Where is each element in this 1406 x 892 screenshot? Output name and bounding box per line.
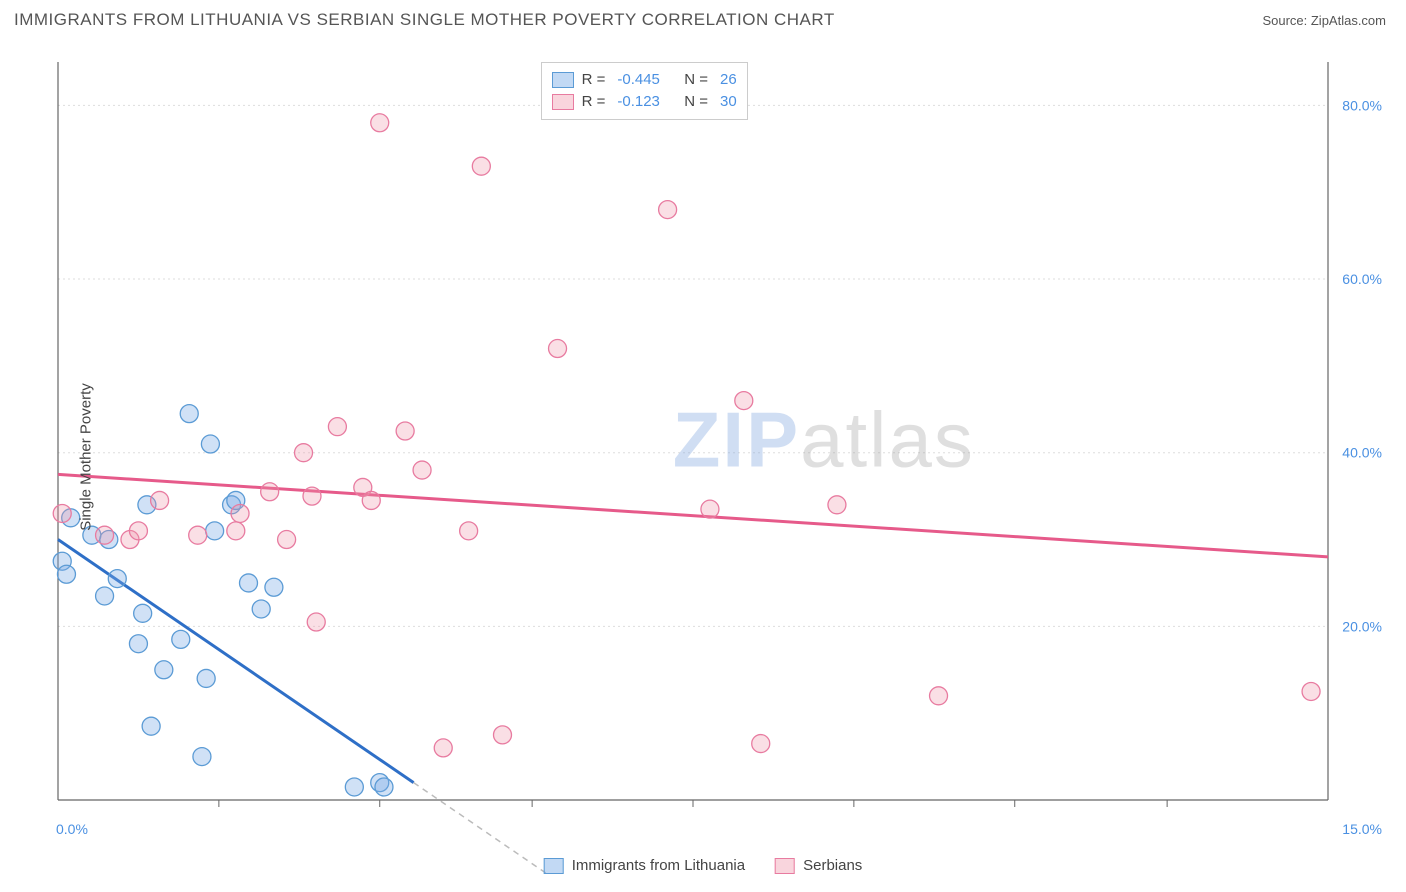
svg-text:0.0%: 0.0% — [56, 821, 88, 837]
svg-text:60.0%: 60.0% — [1342, 271, 1382, 287]
y-axis-label: Single Mother Poverty — [77, 383, 94, 531]
legend-swatch — [552, 72, 574, 88]
legend-label: Immigrants from Lithuania — [572, 857, 745, 874]
r-label: R = — [582, 69, 606, 91]
svg-text:80.0%: 80.0% — [1342, 97, 1382, 113]
legend-swatch — [775, 858, 795, 874]
source-link[interactable]: ZipAtlas.com — [1311, 13, 1386, 28]
r-label: R = — [582, 91, 606, 113]
svg-text:20.0%: 20.0% — [1342, 618, 1382, 634]
chart-title: IMMIGRANTS FROM LITHUANIA VS SERBIAN SIN… — [14, 10, 835, 30]
correlation-legend: R = -0.445 N = 26 R = -0.123 N = 30 — [541, 62, 748, 120]
legend-item: Immigrants from Lithuania — [544, 857, 745, 874]
series-legend: Immigrants from Lithuania Serbians — [544, 857, 863, 874]
svg-text:15.0%: 15.0% — [1342, 821, 1382, 837]
chart-header: IMMIGRANTS FROM LITHUANIA VS SERBIAN SIN… — [0, 0, 1406, 36]
legend-label: Serbians — [803, 857, 862, 874]
legend-row: R = -0.445 N = 26 — [552, 69, 737, 91]
source-prefix: Source: — [1262, 13, 1310, 28]
n-label: N = — [684, 69, 708, 91]
chart-container: Single Mother Poverty ZIPatlas 20.0%40.0… — [14, 40, 1392, 874]
n-value: 30 — [720, 91, 737, 113]
source-attribution: Source: ZipAtlas.com — [1262, 13, 1386, 28]
n-label: N = — [684, 91, 708, 113]
legend-swatch — [544, 858, 564, 874]
scatter-chart: 20.0% 40.0% 60.0% 80.0% 0.0% 15.0% — [14, 40, 1392, 874]
r-value: -0.123 — [617, 91, 660, 113]
svg-text:40.0%: 40.0% — [1342, 445, 1382, 461]
legend-swatch — [552, 94, 574, 110]
n-value: 26 — [720, 69, 737, 91]
r-value: -0.445 — [617, 69, 660, 91]
legend-row: R = -0.123 N = 30 — [552, 91, 737, 113]
legend-item: Serbians — [775, 857, 862, 874]
